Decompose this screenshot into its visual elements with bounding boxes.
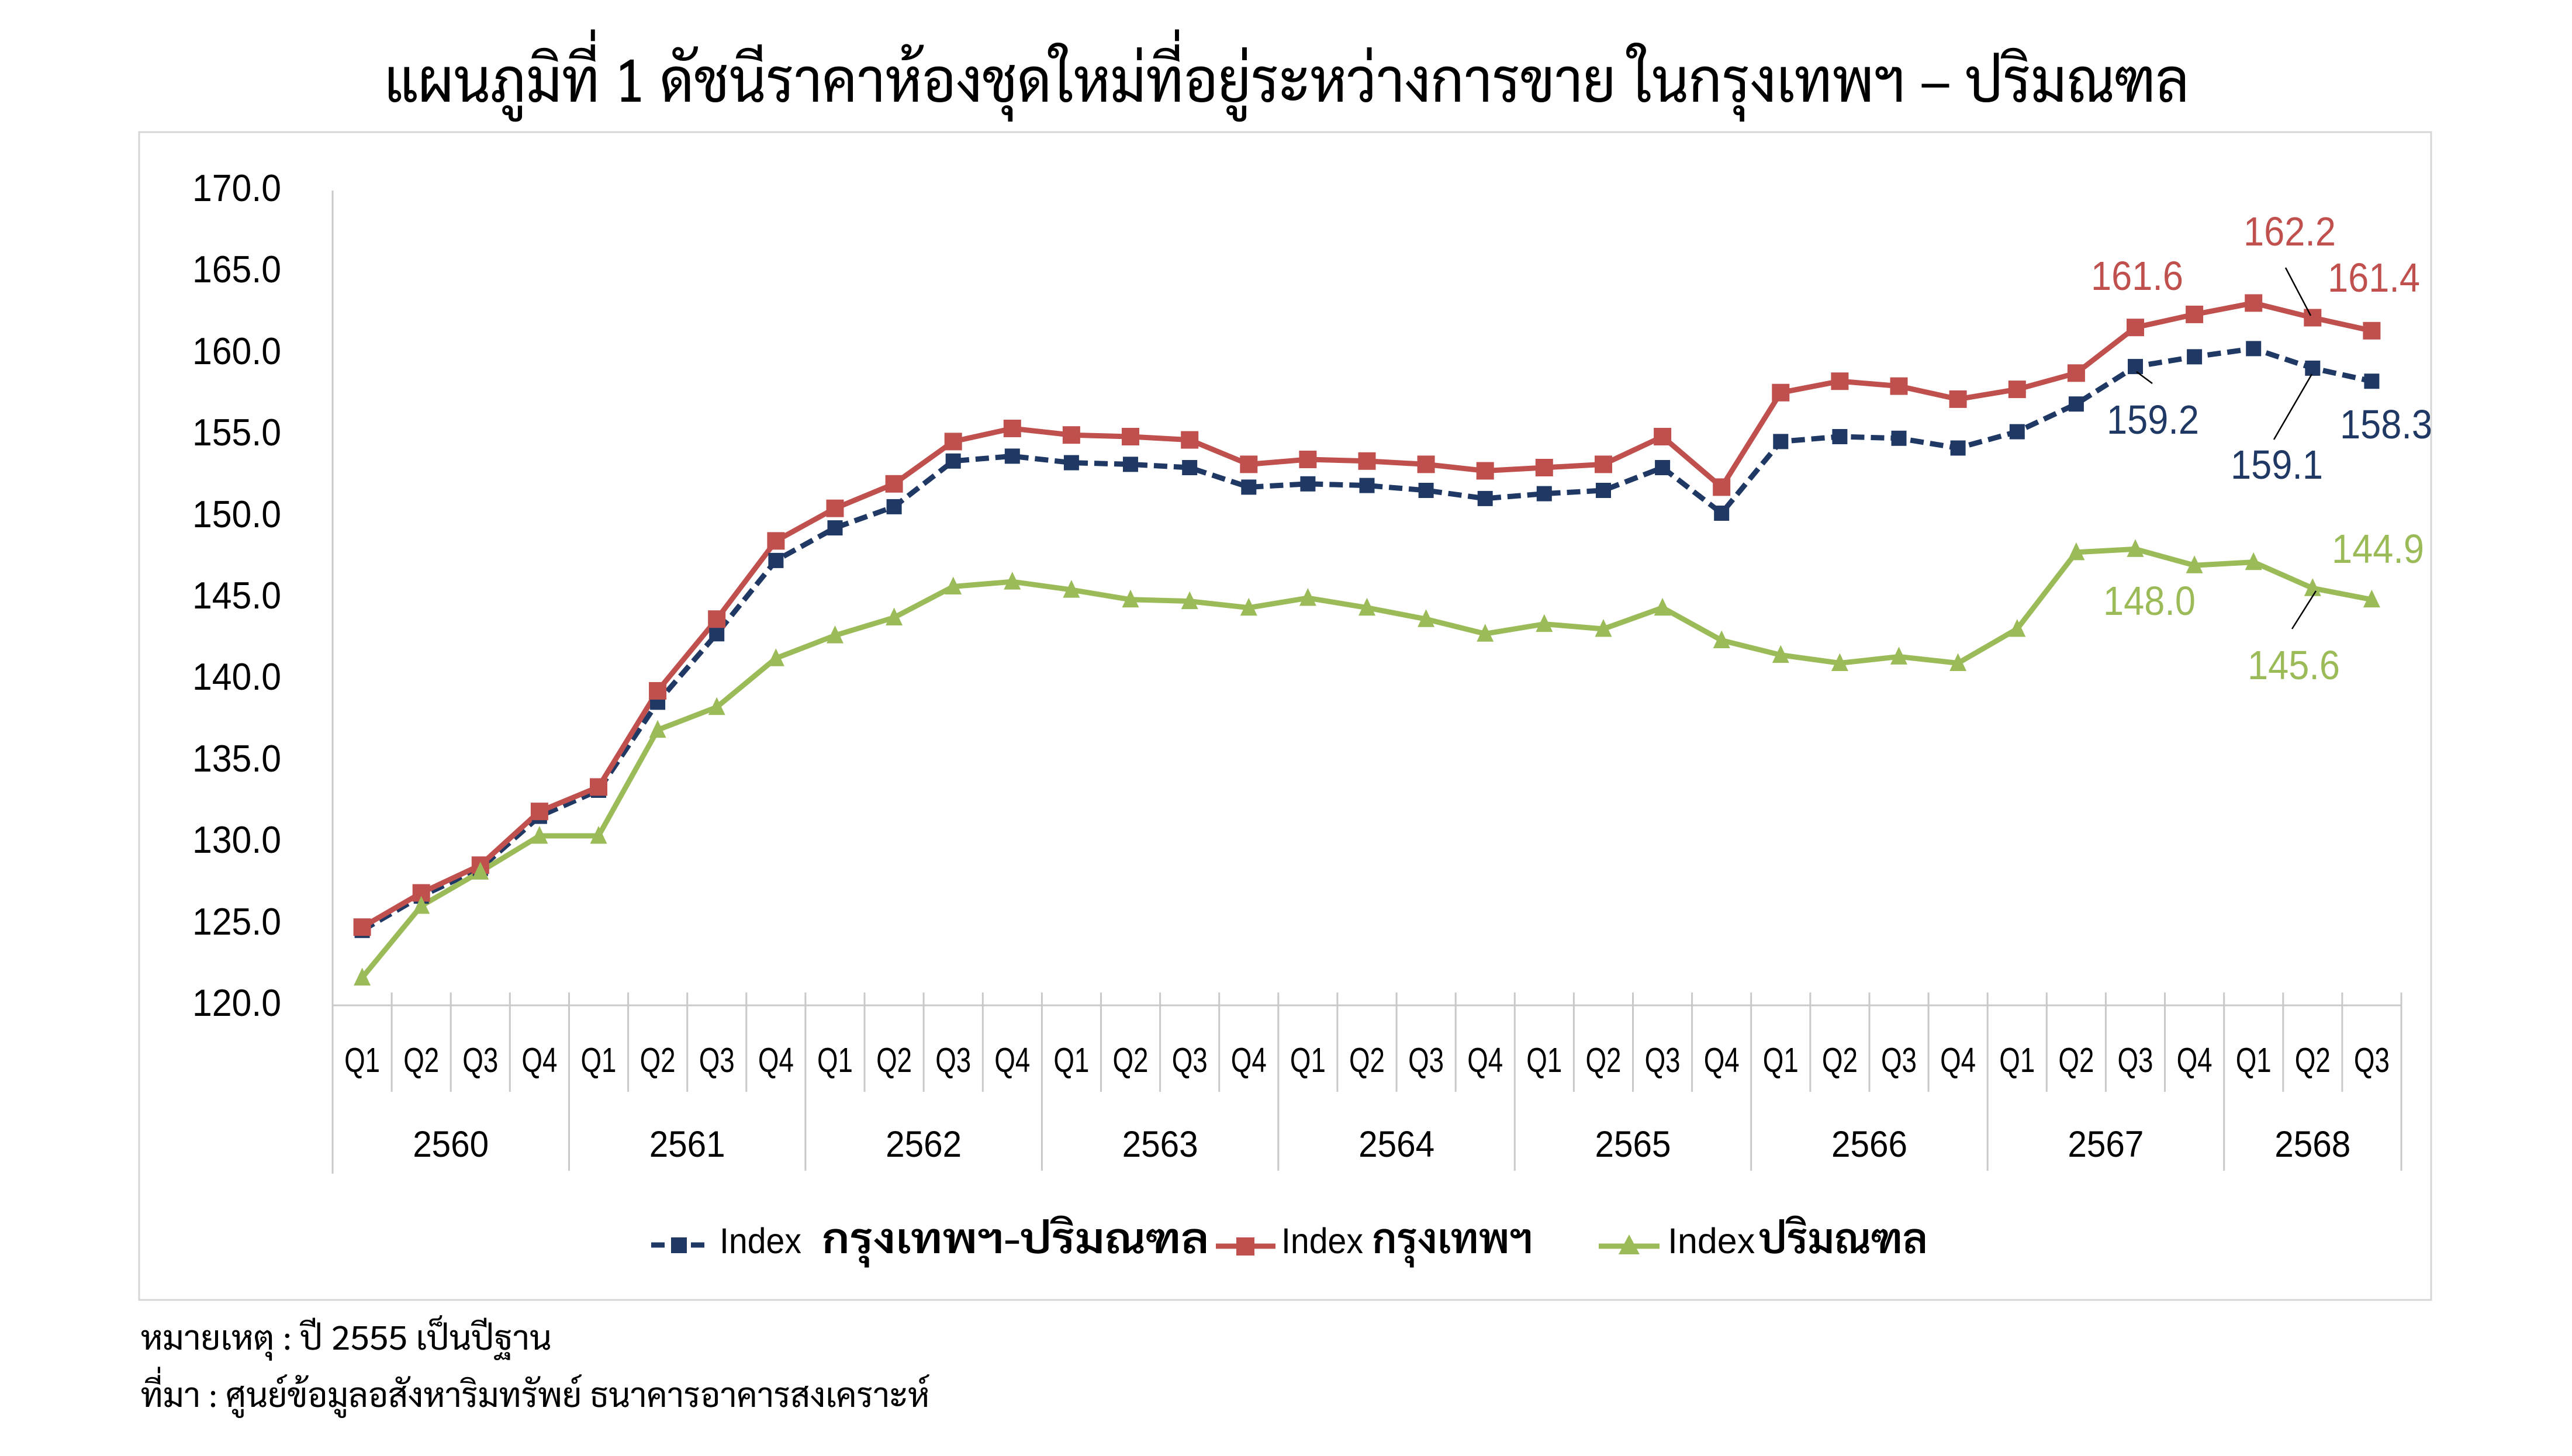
- svg-text:Q2: Q2: [1822, 1041, 1858, 1080]
- svg-text:Q4: Q4: [1704, 1041, 1740, 1080]
- svg-text:Q3: Q3: [699, 1041, 735, 1080]
- svg-text:120.0: 120.0: [192, 981, 281, 1024]
- svg-text:Index: Index: [1281, 1221, 1363, 1261]
- svg-text:Q1: Q1: [2236, 1041, 2272, 1080]
- svg-text:2560: 2560: [413, 1124, 489, 1165]
- svg-text:162.2: 162.2: [2243, 209, 2336, 254]
- svg-text:Q2: Q2: [1113, 1041, 1149, 1080]
- svg-text:Q1: Q1: [1053, 1041, 1089, 1080]
- svg-text:Q1: Q1: [817, 1041, 853, 1080]
- svg-text:Q2: Q2: [403, 1041, 439, 1080]
- svg-text:Q1: Q1: [1763, 1041, 1799, 1080]
- svg-text:Q4: Q4: [758, 1041, 794, 1080]
- svg-text:Q1: Q1: [1526, 1041, 1562, 1080]
- svg-text:Q3: Q3: [2354, 1041, 2390, 1080]
- svg-text:Q4: Q4: [521, 1041, 557, 1080]
- svg-text:Index: Index: [1668, 1221, 1755, 1261]
- svg-text:Q2: Q2: [640, 1041, 676, 1080]
- svg-text:Q1: Q1: [581, 1041, 617, 1080]
- svg-text:145.0: 145.0: [192, 574, 281, 617]
- svg-text:150.0: 150.0: [192, 493, 281, 535]
- svg-text:Q1: Q1: [1290, 1041, 1326, 1080]
- svg-text:Q1: Q1: [1999, 1041, 2035, 1080]
- svg-text:2567: 2567: [2068, 1124, 2144, 1165]
- svg-text:Q4: Q4: [2177, 1041, 2213, 1080]
- svg-text:161.4: 161.4: [2328, 255, 2420, 300]
- svg-text:159.2: 159.2: [2107, 397, 2199, 442]
- svg-text:140.0: 140.0: [192, 655, 281, 698]
- svg-text:144.9: 144.9: [2332, 526, 2424, 572]
- svg-text:2566: 2566: [1831, 1124, 1907, 1165]
- svg-text:148.0: 148.0: [2103, 578, 2196, 624]
- svg-text:159.1: 159.1: [2231, 442, 2323, 487]
- svg-text:130.0: 130.0: [192, 818, 281, 861]
- svg-text:Q3: Q3: [1881, 1041, 1917, 1080]
- svg-text:Q3: Q3: [1645, 1041, 1681, 1080]
- svg-text:Q4: Q4: [1467, 1041, 1503, 1080]
- svg-text:170.0: 170.0: [192, 167, 281, 209]
- svg-text:145.6: 145.6: [2248, 642, 2340, 688]
- svg-text:Q3: Q3: [935, 1041, 971, 1080]
- svg-text:135.0: 135.0: [192, 737, 281, 780]
- svg-text:Q4: Q4: [1940, 1041, 1976, 1080]
- svg-text:2561: 2561: [649, 1124, 725, 1165]
- svg-text:Q3: Q3: [1408, 1041, 1444, 1080]
- svg-text:2564: 2564: [1358, 1124, 1434, 1165]
- svg-text:Q2: Q2: [2295, 1041, 2331, 1080]
- svg-text:Q3: Q3: [462, 1041, 498, 1080]
- svg-text:Q2: Q2: [2058, 1041, 2094, 1080]
- svg-text:Q2: Q2: [876, 1041, 912, 1080]
- svg-text:125.0: 125.0: [192, 900, 281, 943]
- svg-text:158.3: 158.3: [2340, 402, 2432, 447]
- svg-text:155.0: 155.0: [192, 411, 281, 454]
- svg-text:165.0: 165.0: [192, 248, 281, 290]
- svg-text:2568: 2568: [2274, 1124, 2350, 1165]
- svg-text:2565: 2565: [1595, 1124, 1671, 1165]
- svg-text:161.6: 161.6: [2091, 253, 2183, 299]
- svg-text:Q2: Q2: [1349, 1041, 1385, 1080]
- svg-text:Q4: Q4: [994, 1041, 1030, 1080]
- svg-text:Q1: Q1: [344, 1041, 380, 1080]
- svg-text:Index: Index: [720, 1221, 801, 1261]
- svg-text:Q2: Q2: [1586, 1041, 1622, 1080]
- svg-text:2563: 2563: [1122, 1124, 1198, 1165]
- svg-text:Q4: Q4: [1231, 1041, 1267, 1080]
- svg-text:Q3: Q3: [1172, 1041, 1208, 1080]
- svg-text:2562: 2562: [886, 1124, 962, 1165]
- svg-text:Q3: Q3: [2118, 1041, 2153, 1080]
- svg-text:160.0: 160.0: [192, 330, 281, 372]
